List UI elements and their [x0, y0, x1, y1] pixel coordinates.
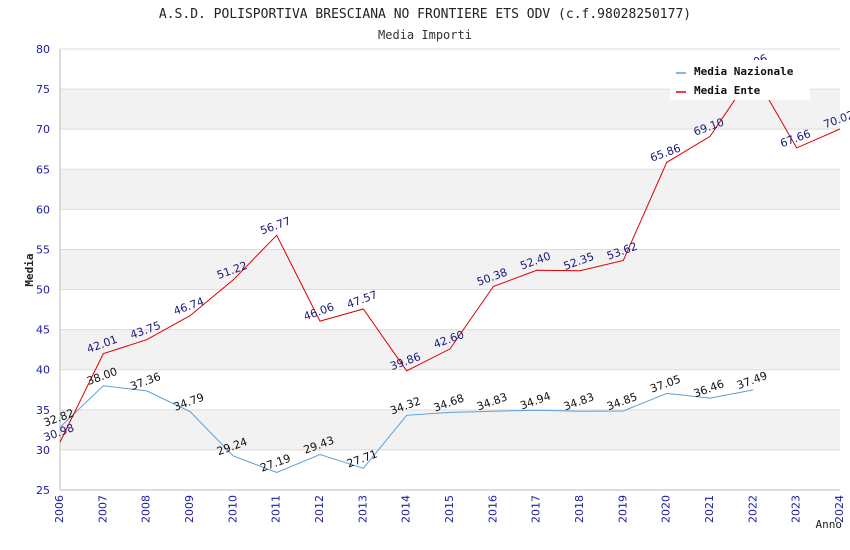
y-tick-label: 75: [36, 83, 50, 96]
x-tick-label: 2023: [790, 495, 803, 523]
y-tick-label: 55: [36, 243, 50, 256]
plot-band: [60, 249, 840, 290]
data-label-ente: 46.06: [302, 300, 336, 323]
x-tick-label: 2010: [226, 495, 239, 523]
data-label-ente: 47.57: [345, 288, 379, 311]
plot-band: [60, 329, 840, 370]
data-label-ente: 46.74: [172, 295, 206, 318]
x-tick-label: 2009: [183, 495, 196, 523]
legend-label-nazionale: Media Nazionale: [694, 65, 794, 78]
series-lines: [59, 71, 841, 473]
plot-bands: [60, 89, 840, 450]
y-axis-label: Media: [23, 253, 36, 286]
x-tick-label: 2019: [616, 495, 629, 523]
x-tick-label: 2016: [486, 495, 499, 523]
y-tick-label: 40: [36, 364, 50, 377]
y-tick-label: 70: [36, 123, 50, 136]
series-line-nazionale: [59, 385, 754, 473]
y-tick-label: 35: [36, 404, 50, 417]
y-tick-label: 45: [36, 324, 50, 337]
x-tick-label: 2007: [96, 495, 109, 523]
chart-title: A.S.D. POLISPORTIVA BRESCIANA NO FRONTIE…: [159, 7, 691, 22]
series-line-ente: [59, 71, 841, 443]
legend-label-ente: Media Ente: [694, 84, 761, 97]
x-tick-label: 2012: [313, 495, 326, 523]
x-tick-label: 2018: [573, 495, 586, 523]
chart-subtitle: Media Importi: [378, 28, 472, 42]
data-label-nazionale: 37.05: [648, 373, 682, 396]
x-tick-label: 2022: [746, 495, 759, 523]
x-axis-label: Anno: [816, 518, 843, 531]
data-label-nazionale: 37.49: [735, 369, 769, 392]
x-tick-label: 2020: [660, 495, 673, 523]
data-label-nazionale: 36.46: [692, 377, 726, 400]
data-label-nazionale: 34.94: [518, 390, 552, 413]
x-tick-label: 2015: [443, 495, 456, 523]
legend: Media Nazionale Media Ente: [670, 60, 810, 100]
data-label-ente: 56.77: [258, 214, 292, 237]
gridlines: [60, 48, 840, 451]
x-tick-label: 2008: [140, 495, 153, 523]
y-tick-label: 25: [36, 484, 50, 497]
x-tick-label: 2013: [356, 495, 369, 523]
x-tick-label: 2014: [400, 495, 413, 523]
x-tick-label: 2024: [833, 495, 846, 523]
y-tick-labels: 25 30 35 40 45 50 55 60 65 70 75 80: [36, 43, 50, 497]
x-tick-label: 2017: [530, 495, 543, 523]
y-tick-label: 30: [36, 444, 50, 457]
data-label-ente: 65.86: [648, 142, 682, 165]
x-tick-label: 2011: [270, 495, 283, 523]
y-tick-label: 50: [36, 284, 50, 297]
data-label-nazionale: 27.19: [258, 452, 292, 475]
y-tick-label: 60: [36, 203, 50, 216]
y-tick-label: 65: [36, 163, 50, 176]
x-tick-label: 2006: [53, 495, 66, 523]
data-label-nazionale: 37.36: [128, 370, 162, 393]
plot-band: [60, 409, 840, 450]
plot-band: [60, 169, 840, 210]
x-tick-labels: 2006 2007 2008 2009 2010 2011 2012 2013 2014 2015…: [53, 495, 846, 523]
x-tick-label: 2021: [703, 495, 716, 523]
y-tick-label: 80: [36, 43, 50, 56]
legend-box: [670, 60, 810, 100]
data-label-nazionale: 27.71: [345, 447, 379, 470]
